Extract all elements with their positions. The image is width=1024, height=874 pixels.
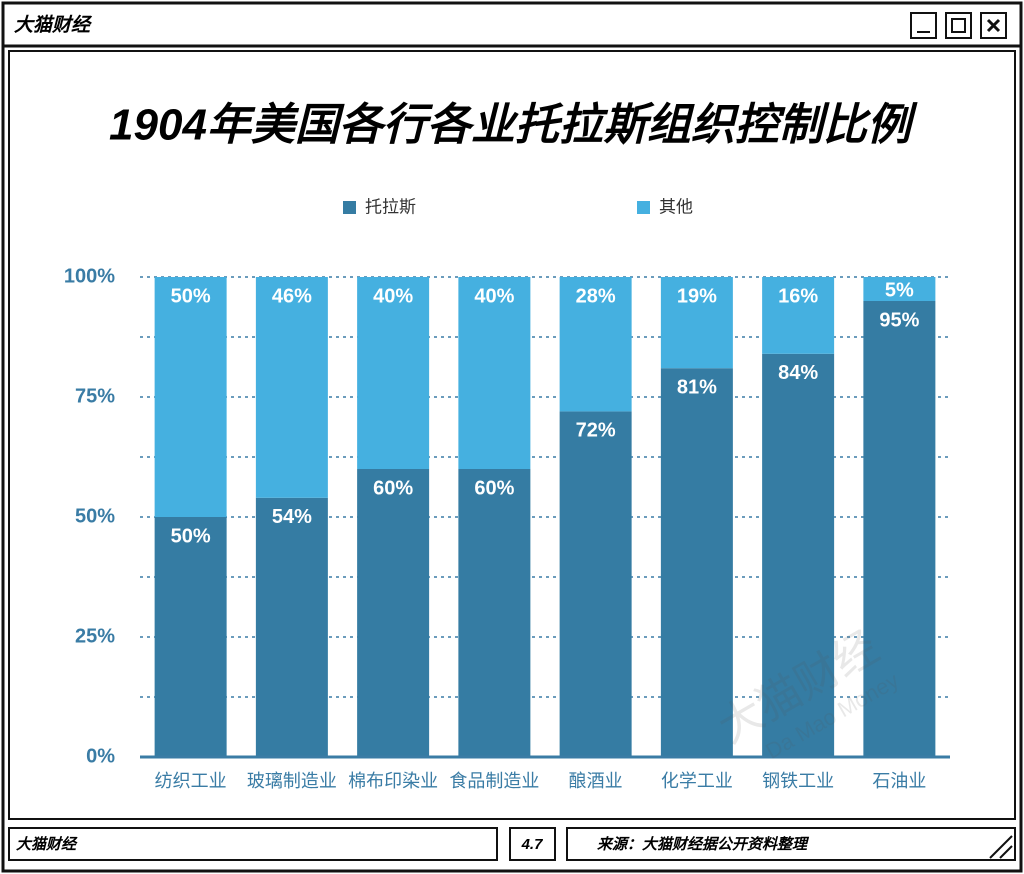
bar-segment xyxy=(458,469,531,757)
legend-swatch xyxy=(637,201,650,214)
value-label: 40% xyxy=(474,285,514,307)
page-number: 4.7 xyxy=(521,836,544,853)
value-label: 81% xyxy=(677,376,717,398)
value-label: 40% xyxy=(373,285,413,307)
x-tick-label: 钢铁工业 xyxy=(762,771,834,791)
legend-label: 托拉斯 xyxy=(365,197,416,216)
y-tick-label: 100% xyxy=(64,265,115,287)
x-tick-label: 酿酒业 xyxy=(569,771,623,791)
y-tick-label: 0% xyxy=(86,745,115,767)
value-label: 60% xyxy=(474,477,514,499)
bar-segment xyxy=(762,353,835,757)
window-controls[interactable] xyxy=(910,12,1007,39)
bar-segment xyxy=(357,469,430,757)
x-tick-label: 化学工业 xyxy=(661,771,733,791)
bar-segment xyxy=(255,497,328,757)
bar-segment xyxy=(154,517,227,757)
window-title: 大猫财经 xyxy=(14,14,93,36)
corner-decoration xyxy=(989,835,1013,859)
legend-label: 其他 xyxy=(659,197,693,216)
value-label: 72% xyxy=(576,420,616,442)
maximize-icon xyxy=(951,18,966,33)
value-label: 50% xyxy=(171,525,211,547)
y-tick-label: 25% xyxy=(75,625,115,647)
value-label: 54% xyxy=(272,506,312,528)
x-tick-label: 棉布印染业 xyxy=(348,771,438,791)
x-tick-label: 食品制造业 xyxy=(449,771,539,791)
footer-box xyxy=(566,827,1016,861)
value-label: 19% xyxy=(677,285,717,307)
x-tick-label: 石油业 xyxy=(872,771,926,791)
maximize-button[interactable] xyxy=(945,12,972,39)
bar-segment xyxy=(762,277,835,354)
source-note: 来源：大猫财经据公开资料整理 xyxy=(597,836,810,853)
value-label: 60% xyxy=(373,477,413,499)
bar-segment xyxy=(357,277,430,469)
value-label: 16% xyxy=(778,285,818,307)
bar-segment xyxy=(458,277,531,469)
legend-swatch xyxy=(343,201,356,214)
x-tick-label: 纺织工业 xyxy=(155,771,227,791)
value-label: 28% xyxy=(576,285,616,307)
close-icon xyxy=(986,18,1001,33)
chart-title: 1904年美国各行各业托拉斯组织控制比例 xyxy=(109,101,918,150)
bar-segment xyxy=(154,277,227,517)
bar-segment xyxy=(660,368,733,757)
bar-segment xyxy=(863,277,936,301)
bar-segment xyxy=(863,301,936,757)
footer-box xyxy=(509,827,556,861)
value-label: 5% xyxy=(885,279,914,301)
minimize-button[interactable] xyxy=(910,12,937,39)
value-label: 95% xyxy=(879,309,919,331)
footer-box xyxy=(8,827,498,861)
bar-segment xyxy=(660,277,733,369)
value-label: 50% xyxy=(171,285,211,307)
bar-segment xyxy=(559,277,632,412)
footer-brand: 大猫财经 xyxy=(16,836,78,853)
y-tick-label: 50% xyxy=(75,505,115,527)
value-label: 46% xyxy=(272,285,312,307)
y-tick-label: 75% xyxy=(75,385,115,407)
value-label: 84% xyxy=(778,362,818,384)
bar-segment xyxy=(559,411,632,757)
bar-segment xyxy=(255,277,328,498)
close-button[interactable] xyxy=(980,12,1007,39)
x-tick-label: 玻璃制造业 xyxy=(247,771,337,791)
